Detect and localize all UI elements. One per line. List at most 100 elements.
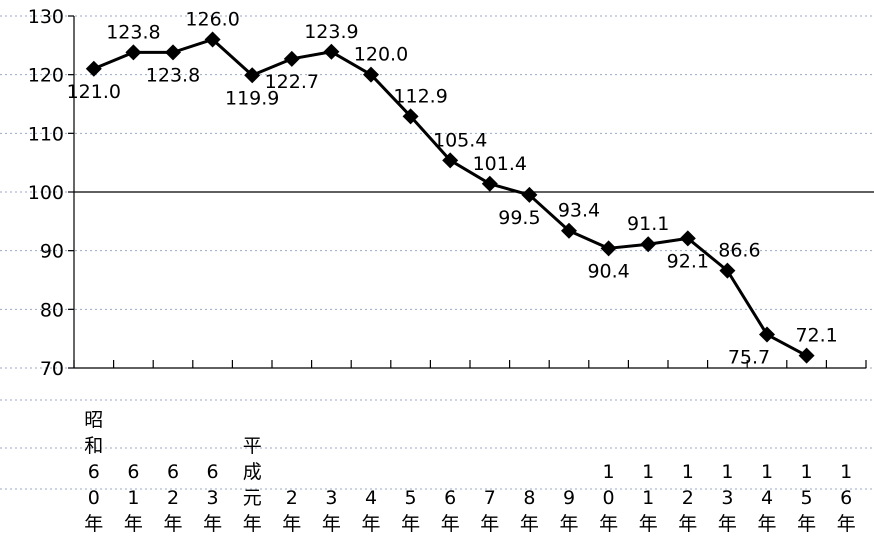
x-category-label: 6 [127, 461, 139, 483]
x-category-label: 2 [682, 487, 694, 509]
x-category-label: 6 [207, 461, 219, 483]
x-category-label: 1 [761, 461, 773, 483]
x-category-label: 1 [840, 461, 852, 483]
x-category-label: 年 [480, 513, 499, 535]
x-category-label: 元 [243, 487, 262, 509]
x-category-label: 年 [520, 513, 539, 535]
series-line [93, 37, 808, 358]
data-point-marker [759, 326, 775, 343]
x-category-label: 年 [718, 513, 737, 535]
x-category-label: 6 [88, 461, 100, 483]
x-category-label: 8 [523, 487, 535, 509]
x-category-label: 年 [757, 513, 776, 535]
x-category-label: 成 [243, 461, 262, 483]
x-category-label: 年 [203, 513, 222, 535]
x-category-label: 3 [721, 487, 733, 509]
x-category-label: 年 [163, 513, 182, 535]
data-label: 90.4 [587, 260, 629, 282]
x-category-label: 3 [325, 487, 337, 509]
data-point-marker [244, 67, 261, 84]
data-label: 99.5 [498, 207, 540, 229]
data-label: 123.8 [146, 64, 200, 86]
x-category-label: 7 [484, 487, 496, 509]
x-category-label: 1 [127, 487, 139, 509]
data-point-marker [402, 108, 419, 125]
x-category-label: 6 [444, 487, 456, 509]
x-category-label: 6 [840, 487, 852, 509]
x-category-label: 昭 [84, 409, 103, 431]
x-category-label: 4 [365, 487, 377, 509]
y-tick-label: 110 [28, 123, 64, 145]
series-markers [85, 31, 815, 364]
x-category-label: 年 [243, 513, 262, 535]
data-point-marker [125, 44, 142, 61]
y-tick-label: 130 [28, 6, 64, 28]
data-point-marker [283, 50, 300, 67]
data-point-marker [85, 60, 102, 77]
data-label: 122.7 [265, 71, 319, 93]
x-category-label: 3 [207, 487, 219, 509]
data-label: 91.1 [627, 213, 669, 235]
x-category-label: 1 [682, 461, 694, 483]
data-point-marker [204, 31, 221, 48]
y-tick-label: 70 [40, 358, 64, 380]
data-label: 123.9 [304, 21, 358, 43]
x-category-label: 6 [167, 461, 179, 483]
y-tick-label: 90 [40, 241, 64, 263]
axes [68, 15, 874, 369]
data-label: 123.8 [106, 21, 160, 43]
x-category-label: 1 [721, 461, 733, 483]
data-label: 75.7 [728, 347, 770, 369]
x-category-label: 年 [559, 513, 578, 535]
data-label: 120.0 [354, 44, 408, 66]
data-point-marker [640, 236, 657, 253]
x-category-label: 2 [286, 487, 298, 509]
data-point-marker [561, 222, 577, 239]
x-category-label: 年 [322, 513, 341, 535]
x-category-label: 年 [797, 513, 816, 535]
x-category-label: 0 [603, 487, 615, 509]
data-label: 93.4 [558, 200, 600, 222]
data-point-marker [521, 186, 538, 203]
x-category-label: 2 [167, 487, 179, 509]
x-category-label: 0 [88, 487, 100, 509]
data-point-marker [798, 347, 815, 364]
data-label: 119.9 [225, 87, 279, 109]
x-category-label: 1 [603, 461, 615, 483]
y-tick-label: 80 [40, 299, 64, 321]
data-point-marker [719, 262, 736, 279]
x-category-label: 年 [678, 513, 697, 535]
y-tick-label: 100 [28, 182, 64, 204]
x-category-label: 年 [441, 513, 460, 535]
data-label: 101.4 [473, 153, 527, 175]
x-category-label: 年 [639, 513, 658, 535]
x-category-label: 年 [837, 513, 856, 535]
y-tick-label: 120 [28, 65, 64, 87]
x-category-label: 9 [563, 487, 575, 509]
data-point-marker [363, 66, 379, 83]
y-tick-labels: 70 80 90 100 110 120 130 [28, 6, 64, 380]
data-point-marker [481, 175, 498, 192]
x-category-label: 1 [642, 461, 654, 483]
data-label: 112.9 [393, 85, 447, 107]
data-label: 86.6 [718, 240, 760, 262]
x-category-label: 5 [801, 487, 813, 509]
x-category-label: 年 [599, 513, 618, 535]
x-category-label: 年 [282, 513, 301, 535]
x-category-label: 年 [84, 513, 103, 535]
data-point-marker [442, 152, 459, 169]
data-label: 105.4 [433, 129, 487, 151]
x-category-label: 1 [801, 461, 813, 483]
data-label: 121.0 [67, 81, 121, 103]
data-point-marker [323, 43, 340, 60]
x-category-label: 年 [361, 513, 380, 535]
x-category-label: 年 [401, 513, 420, 535]
data-label: 126.0 [185, 8, 239, 30]
x-category-label: 1 [642, 487, 654, 509]
x-category-label: 和 [84, 435, 103, 457]
series-line [93, 37, 808, 358]
data-point-marker [679, 230, 696, 247]
